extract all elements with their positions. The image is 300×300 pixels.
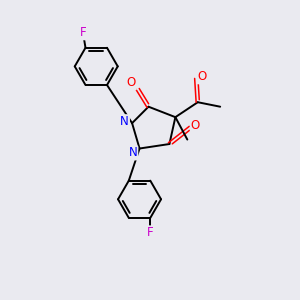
- Text: O: O: [197, 70, 206, 83]
- Text: O: O: [191, 119, 200, 132]
- Text: N: N: [129, 146, 137, 160]
- Text: F: F: [80, 26, 86, 39]
- Text: N: N: [120, 115, 129, 128]
- Text: F: F: [147, 226, 154, 239]
- Text: O: O: [127, 76, 136, 89]
